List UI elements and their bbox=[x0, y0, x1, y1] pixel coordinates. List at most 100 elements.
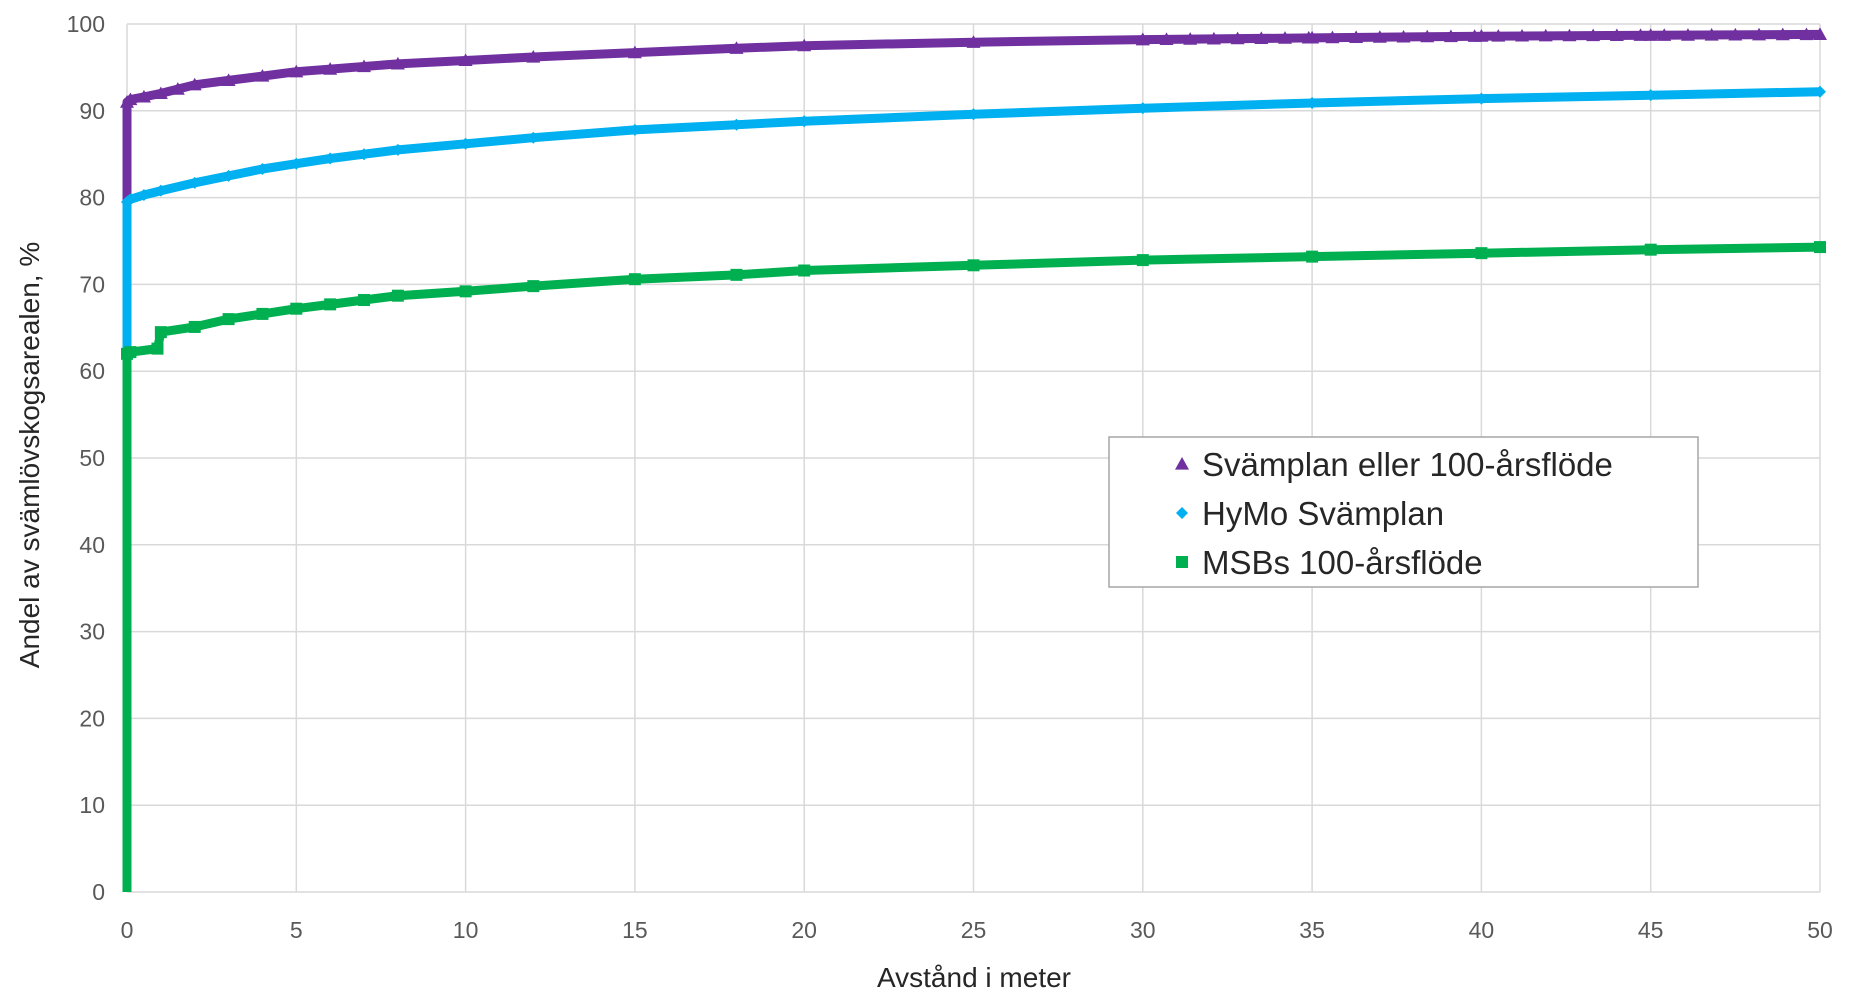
y-tick-label: 20 bbox=[79, 705, 105, 731]
y-tick-label: 100 bbox=[67, 11, 105, 37]
data-point bbox=[290, 157, 303, 170]
data-point bbox=[290, 302, 303, 315]
data-point bbox=[1443, 29, 1458, 43]
data-point bbox=[1775, 27, 1790, 41]
legend-marker-2 bbox=[1176, 507, 1188, 519]
data-point bbox=[1814, 85, 1826, 98]
data-point bbox=[459, 137, 472, 150]
data-point bbox=[391, 143, 404, 156]
legend-label: Svämplan eller 100-årsflöde bbox=[1202, 446, 1613, 483]
y-tick-label: 30 bbox=[79, 619, 105, 645]
data-point bbox=[1515, 28, 1530, 42]
data-point bbox=[1491, 29, 1506, 42]
data-point bbox=[255, 69, 270, 82]
data-point bbox=[1305, 30, 1320, 44]
data-point bbox=[1752, 27, 1767, 41]
data-point bbox=[1813, 27, 1827, 41]
legend-label: MSBs 100-årsflöde bbox=[1202, 544, 1483, 581]
data-point bbox=[527, 131, 540, 144]
series-3 bbox=[121, 241, 1826, 892]
data-point bbox=[967, 259, 980, 272]
data-point bbox=[151, 342, 164, 355]
data-point bbox=[153, 86, 168, 100]
data-point bbox=[1814, 241, 1826, 254]
data-point bbox=[1325, 30, 1340, 44]
data-point bbox=[1420, 29, 1435, 43]
data-point bbox=[1475, 247, 1488, 260]
data-point bbox=[1644, 243, 1657, 256]
data-point bbox=[797, 38, 812, 52]
data-point bbox=[170, 82, 185, 95]
data-point bbox=[526, 49, 541, 63]
x-tick-label: 25 bbox=[961, 917, 987, 943]
data-point bbox=[256, 162, 269, 175]
legend: Svämplan eller 100-årsflöde HyMo Svämplan… bbox=[1108, 436, 1699, 588]
data-point bbox=[289, 64, 304, 78]
x-tick-label: 20 bbox=[791, 917, 817, 943]
series-2 bbox=[121, 85, 1826, 354]
data-point bbox=[187, 77, 202, 91]
data-point bbox=[1183, 32, 1198, 45]
data-point bbox=[1159, 32, 1174, 45]
x-tick-label: 0 bbox=[121, 917, 134, 943]
y-axis-title: Andel av svämlövskogsarealen, % bbox=[14, 242, 45, 668]
x-axis-ticks: 0 5 10 15 20 25 30 35 40 45 50 bbox=[121, 917, 1833, 943]
data-point bbox=[458, 53, 473, 67]
y-tick-label: 80 bbox=[79, 185, 105, 211]
x-tick-label: 30 bbox=[1130, 917, 1156, 943]
data-point bbox=[390, 56, 405, 70]
data-point bbox=[221, 73, 236, 87]
y-tick-label: 10 bbox=[79, 792, 105, 818]
x-tick-label: 40 bbox=[1469, 917, 1495, 943]
y-tick-label: 0 bbox=[92, 879, 105, 905]
data-point bbox=[256, 307, 269, 320]
data-point bbox=[188, 320, 201, 333]
data-point bbox=[527, 280, 540, 293]
data-point bbox=[1609, 28, 1624, 42]
series-layer bbox=[120, 27, 1827, 892]
data-point bbox=[730, 118, 743, 131]
data-point bbox=[1680, 28, 1695, 41]
data-point bbox=[1586, 28, 1601, 42]
y-tick-label: 70 bbox=[79, 271, 105, 297]
data-point bbox=[1306, 96, 1319, 109]
data-point bbox=[1230, 31, 1245, 45]
data-point bbox=[1475, 92, 1488, 105]
data-point bbox=[1799, 27, 1814, 41]
data-point bbox=[1657, 28, 1672, 41]
data-point bbox=[1562, 28, 1577, 42]
y-tick-label: 90 bbox=[79, 98, 105, 124]
data-point bbox=[798, 115, 811, 128]
series-1 bbox=[120, 27, 1827, 892]
x-tick-label: 15 bbox=[622, 917, 648, 943]
data-point bbox=[124, 193, 137, 206]
data-point bbox=[627, 45, 642, 59]
data-point bbox=[1278, 31, 1293, 44]
y-tick-label: 60 bbox=[79, 358, 105, 384]
x-tick-label: 5 bbox=[290, 917, 303, 943]
data-point bbox=[124, 346, 137, 359]
data-point bbox=[358, 294, 371, 307]
data-point bbox=[729, 41, 744, 54]
data-point bbox=[1704, 27, 1719, 41]
data-point bbox=[136, 89, 151, 103]
data-point bbox=[1396, 29, 1411, 43]
data-point bbox=[1349, 30, 1364, 44]
data-point bbox=[798, 264, 811, 277]
y-axis-ticks: 0 10 20 30 40 50 60 70 80 90 100 bbox=[67, 11, 105, 905]
legend-box bbox=[1108, 436, 1699, 588]
data-point bbox=[1633, 28, 1648, 41]
data-point bbox=[357, 59, 372, 73]
x-tick-label: 50 bbox=[1807, 917, 1833, 943]
data-point bbox=[137, 188, 150, 201]
data-point bbox=[1136, 102, 1149, 115]
data-point bbox=[1643, 28, 1658, 41]
data-point bbox=[222, 169, 235, 182]
x-axis-title: Avstånd i meter bbox=[877, 962, 1071, 990]
data-point bbox=[1644, 89, 1657, 102]
data-point bbox=[628, 123, 641, 136]
legend-marker-1 bbox=[1175, 457, 1189, 470]
data-point bbox=[154, 326, 167, 339]
data-point bbox=[459, 285, 472, 298]
